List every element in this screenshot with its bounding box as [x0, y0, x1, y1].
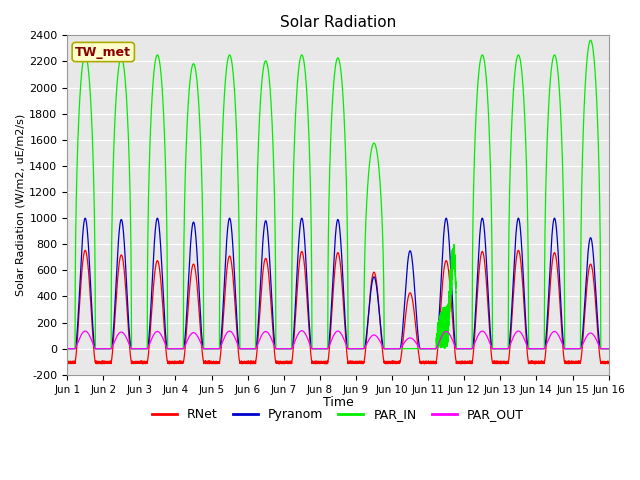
RNet	[319, 359, 327, 364]
PAR_IN	[459, 346, 467, 351]
PAR_OUT	[582, 335, 589, 340]
PAR_IN	[247, 346, 255, 351]
Line: PAR_OUT: PAR_OUT	[67, 331, 609, 348]
Pyranom	[63, 346, 71, 351]
PAR_IN	[587, 37, 595, 43]
Line: RNet: RNet	[67, 250, 609, 364]
Y-axis label: Solar Radiation (W/m2, uE/m2/s): Solar Radiation (W/m2, uE/m2/s)	[15, 114, 25, 296]
RNet	[474, 278, 482, 284]
PAR_OUT	[605, 346, 612, 351]
PAR_OUT	[474, 332, 482, 338]
PAR_IN	[575, 346, 583, 351]
Pyranom	[247, 346, 255, 351]
RNet	[63, 360, 71, 365]
Pyranom	[459, 346, 467, 351]
PAR_OUT	[298, 328, 306, 334]
Line: PAR_IN: PAR_IN	[67, 40, 609, 348]
RNet	[81, 247, 89, 253]
RNet	[575, 360, 583, 365]
Pyranom	[319, 346, 327, 351]
Pyranom	[605, 346, 612, 351]
PAR_IN	[582, 72, 589, 78]
PAR_OUT	[247, 346, 255, 351]
RNet	[582, 295, 590, 300]
RNet	[247, 359, 255, 364]
Text: TW_met: TW_met	[76, 46, 131, 59]
RNet	[459, 359, 467, 365]
PAR_OUT	[575, 346, 583, 351]
RNet	[497, 361, 505, 367]
Pyranom	[81, 215, 89, 221]
PAR_OUT	[459, 346, 467, 351]
PAR_IN	[319, 346, 327, 351]
Line: Pyranom: Pyranom	[67, 218, 609, 348]
PAR_OUT	[319, 346, 327, 351]
PAR_IN	[605, 346, 612, 351]
Pyranom	[582, 280, 589, 286]
Legend: RNet, Pyranom, PAR_IN, PAR_OUT: RNet, Pyranom, PAR_IN, PAR_OUT	[147, 403, 529, 426]
RNet	[605, 359, 612, 365]
PAR_IN	[474, 76, 482, 82]
Title: Solar Radiation: Solar Radiation	[280, 15, 396, 30]
Pyranom	[575, 346, 583, 351]
PAR_IN	[63, 346, 71, 351]
X-axis label: Time: Time	[323, 396, 353, 409]
Pyranom	[474, 256, 482, 262]
PAR_OUT	[63, 346, 71, 351]
